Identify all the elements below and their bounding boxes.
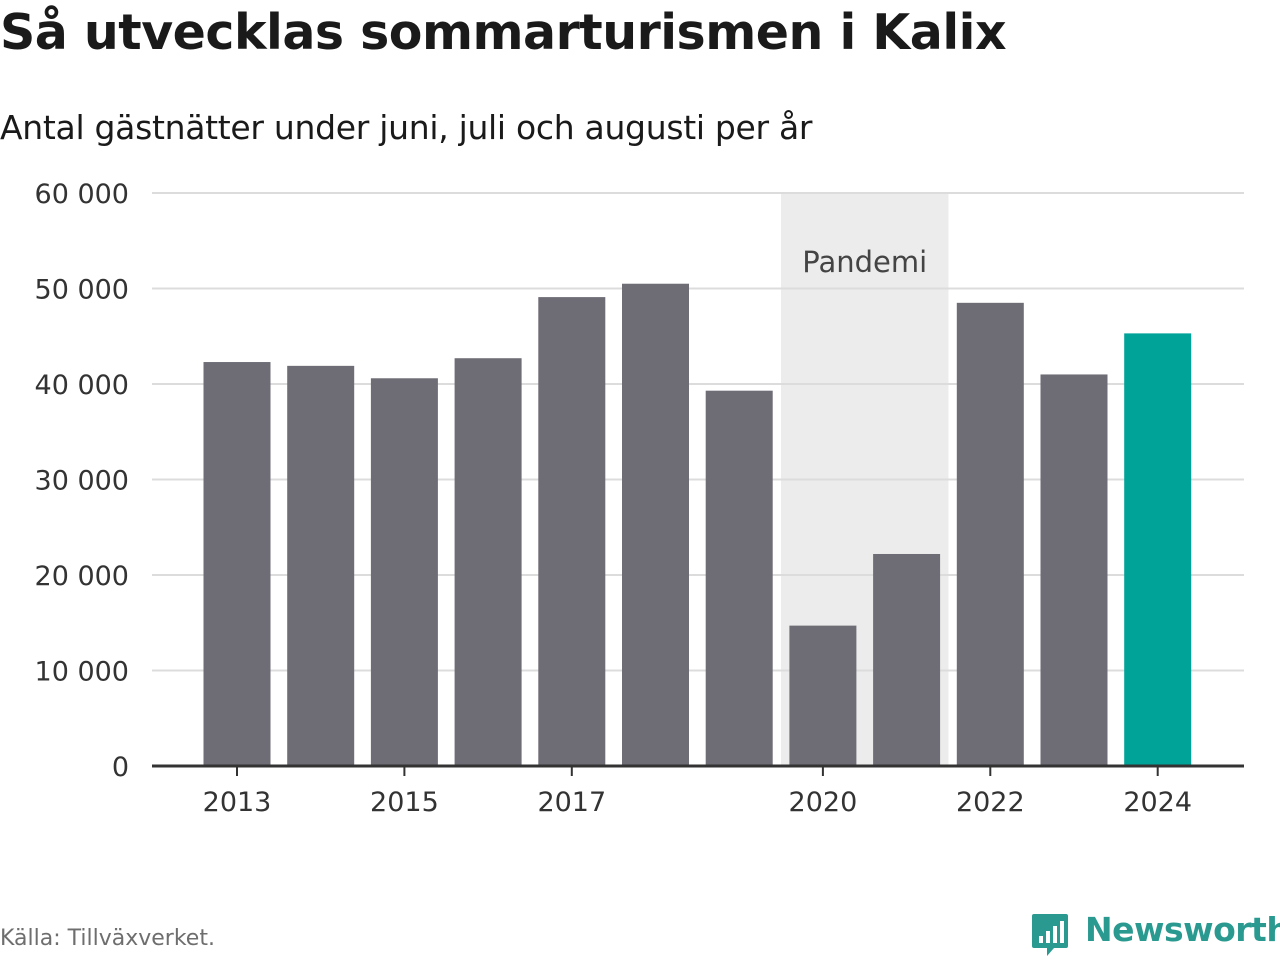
bar xyxy=(1040,374,1108,766)
source-note: Källa: Tillväxverket. xyxy=(0,926,215,951)
bar-layer xyxy=(203,283,1192,766)
bar xyxy=(622,283,689,766)
y-tick-label: 40 000 xyxy=(35,370,129,401)
bar xyxy=(956,302,1024,766)
y-tick-label: 0 xyxy=(112,752,129,783)
y-tick-label: 30 000 xyxy=(35,466,129,497)
bar xyxy=(873,553,941,766)
x-tick-label: 2015 xyxy=(370,787,439,818)
x-tick-label: 2017 xyxy=(537,787,606,818)
bar xyxy=(370,378,438,766)
axis-layer: 2013 2015 2017 2020 2022 2024 xyxy=(152,764,1244,818)
y-tick-label: 10 000 xyxy=(35,657,129,688)
newsworthy-logo-icon xyxy=(1032,914,1068,956)
newsworthy-logo: Newsworthy xyxy=(1030,910,1280,958)
bar xyxy=(705,390,773,766)
bar-highlight xyxy=(1124,333,1192,766)
bar xyxy=(454,358,522,766)
y-tick-label: 60 000 xyxy=(35,179,129,210)
x-tick-label: 2024 xyxy=(1123,787,1192,818)
x-tick-label: 2022 xyxy=(956,787,1025,818)
chart-title: Så utvecklas sommarturismen i Kalix xyxy=(0,4,1007,61)
x-tick-label: 2013 xyxy=(203,787,272,818)
bar xyxy=(789,625,857,766)
pandemic-band-label: Pandemi xyxy=(802,245,927,279)
bar xyxy=(287,365,355,766)
newsworthy-logo-text: Newsworthy xyxy=(1085,910,1280,949)
x-tick-label: 2020 xyxy=(789,787,858,818)
bar xyxy=(538,297,606,766)
y-tick-label: 20 000 xyxy=(35,561,129,592)
chart-subtitle: Antal gästnätter under juni, juli och au… xyxy=(0,108,813,147)
bar xyxy=(203,362,271,766)
y-tick-label: 50 000 xyxy=(35,275,129,306)
